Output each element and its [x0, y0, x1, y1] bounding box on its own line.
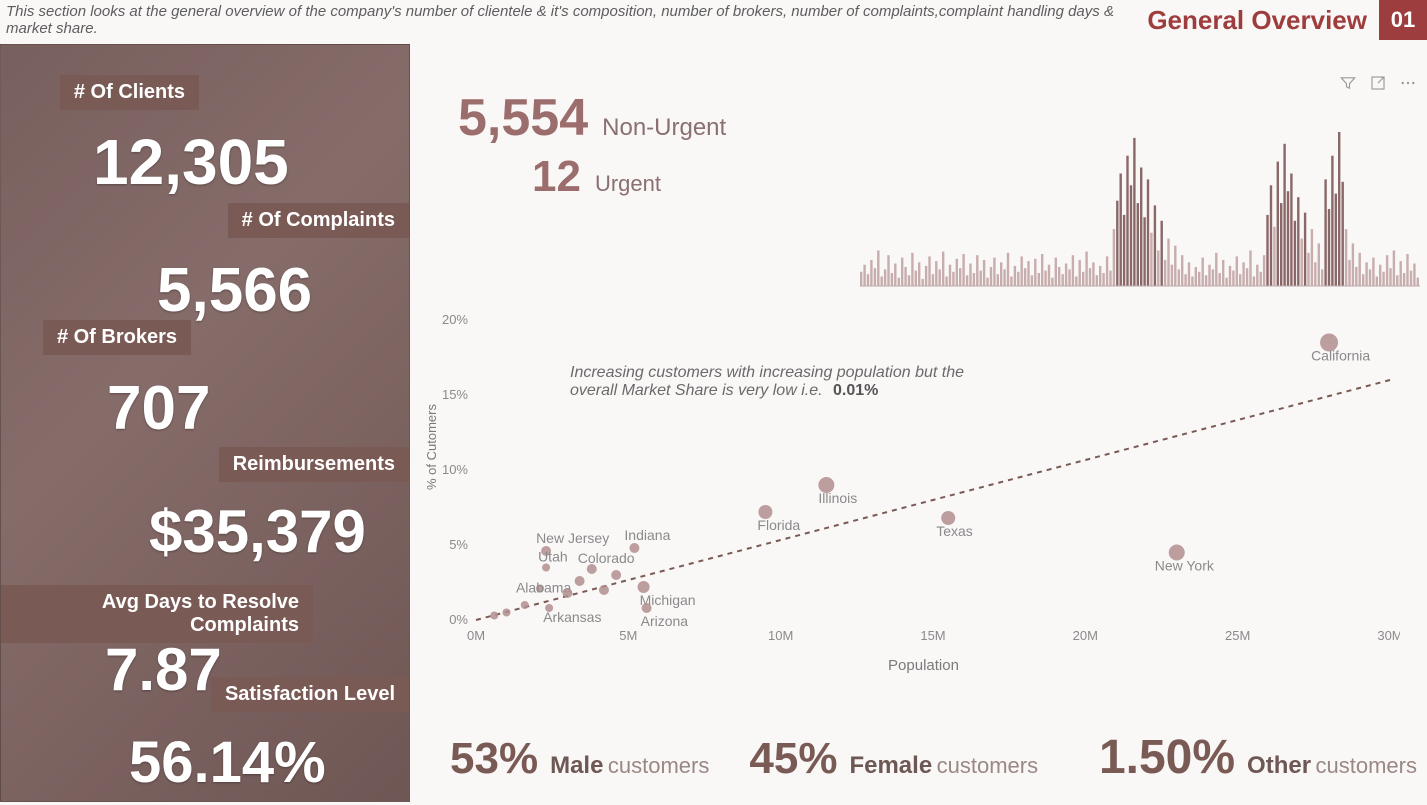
- header-bar: This section looks at the general overvi…: [0, 0, 1427, 40]
- svg-text:Arizona: Arizona: [641, 613, 689, 629]
- svg-text:0%: 0%: [449, 612, 468, 627]
- visual-toolbar: [1339, 74, 1417, 97]
- urgency-bar-chart[interactable]: [860, 130, 1420, 290]
- more-icon[interactable]: [1399, 74, 1417, 97]
- svg-text:Arkansas: Arkansas: [543, 609, 601, 625]
- svg-text:15%: 15%: [442, 387, 468, 402]
- kpi-label-complaints: # Of Complaints: [228, 203, 409, 238]
- header-description: This section looks at the general overvi…: [0, 3, 1147, 37]
- metric-urgent-value: 12: [532, 152, 581, 202]
- population-scatter-chart[interactable]: 0% 5% 10% 15% 20% 0M 5M 10M 15M 20M 25M 30M Californ…: [440, 310, 1400, 650]
- x-axis-title: Population: [888, 657, 959, 674]
- demo-other-pct: 1.50%: [1099, 730, 1235, 785]
- page-number-badge: 01: [1379, 0, 1427, 40]
- kpi-label-reimbursements: Reimbursements: [219, 447, 409, 482]
- demo-other: 1.50% Other customers: [1099, 730, 1417, 785]
- svg-text:0M: 0M: [467, 628, 485, 643]
- demo-male: 53% Male customers: [450, 734, 709, 784]
- kpi-label-satisfaction: Satisfaction Level: [211, 677, 409, 712]
- svg-text:Colorado: Colorado: [578, 550, 635, 566]
- svg-text:California: California: [1311, 348, 1370, 364]
- kpi-value-reimbursements: $35,379: [149, 497, 366, 566]
- kpi-value-satisfaction: 56.14%: [129, 729, 326, 796]
- kpi-value-clients: 12,305: [93, 125, 289, 199]
- demo-female-pct: 45%: [749, 734, 837, 784]
- page-title: General Overview: [1147, 5, 1367, 36]
- svg-text:New Jersey: New Jersey: [536, 530, 609, 546]
- metric-urgent: 12 Urgent: [532, 152, 661, 202]
- svg-text:Indiana: Indiana: [624, 527, 670, 543]
- main-panel: 5,554 Non-Urgent 12 Urgent Increasing cu…: [430, 70, 1417, 795]
- svg-text:Florida: Florida: [757, 517, 800, 533]
- svg-text:15M: 15M: [920, 628, 945, 643]
- filter-icon[interactable]: [1339, 74, 1357, 97]
- svg-text:25M: 25M: [1225, 628, 1250, 643]
- demographics-row: 53% Male customers 45% Female customers …: [450, 700, 1417, 785]
- svg-text:5%: 5%: [449, 537, 468, 552]
- focus-icon[interactable]: [1369, 74, 1387, 97]
- svg-text:Utah: Utah: [538, 549, 568, 565]
- metric-urgent-label: Urgent: [595, 171, 661, 197]
- metric-non-urgent-value: 5,554: [458, 88, 588, 148]
- metric-non-urgent-label: Non-Urgent: [602, 114, 726, 142]
- metric-non-urgent: 5,554 Non-Urgent: [458, 88, 726, 148]
- demo-female: 45% Female customers: [749, 734, 1038, 784]
- kpi-label-clients: # Of Clients: [60, 75, 199, 110]
- svg-text:10%: 10%: [442, 462, 468, 477]
- demo-male-pct: 53%: [450, 734, 538, 784]
- svg-text:20M: 20M: [1073, 628, 1098, 643]
- svg-text:20%: 20%: [442, 312, 468, 327]
- kpi-sidebar: # Of Clients 12,305 # Of Complaints 5,566# …: [0, 44, 410, 802]
- svg-text:New York: New York: [1155, 558, 1215, 574]
- kpi-value-brokers: 707: [107, 373, 210, 444]
- svg-text:5M: 5M: [619, 628, 637, 643]
- kpi-label-brokers: # Of Brokers: [43, 320, 191, 355]
- svg-text:30M: 30M: [1377, 628, 1400, 643]
- kpi-value-complaints: 5,566: [157, 255, 312, 326]
- y-axis-title: % of Cutomers: [424, 404, 439, 490]
- svg-text:Illinois: Illinois: [818, 490, 857, 506]
- kpi-value-avgdays: 7.87: [105, 635, 222, 704]
- svg-text:Texas: Texas: [936, 523, 973, 539]
- svg-text:10M: 10M: [768, 628, 793, 643]
- scatter-container: Increasing customers with increasing pop…: [430, 310, 1417, 670]
